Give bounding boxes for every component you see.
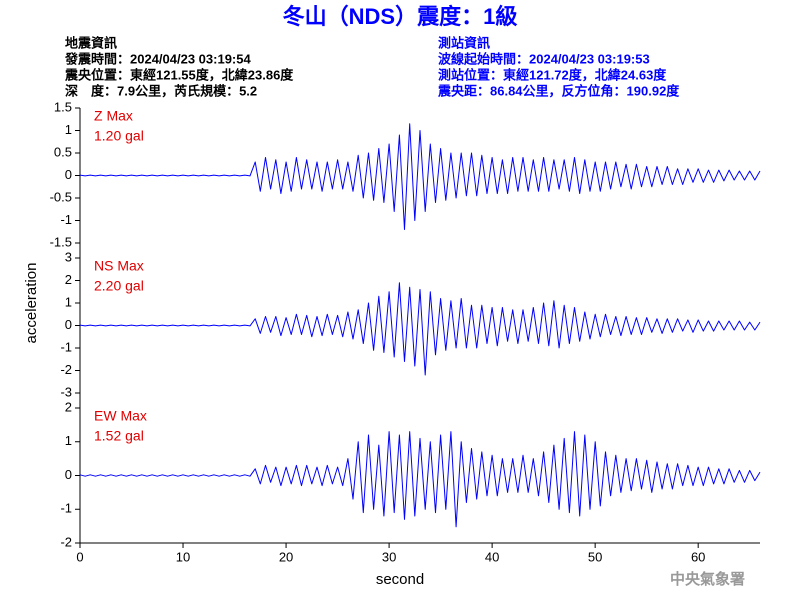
info-left: 地震資訊 (65, 35, 117, 50)
info-right: 測站資訊 (438, 35, 490, 50)
y-tick-label: -2 (60, 362, 72, 377)
y-axis-label: acceleration (23, 263, 40, 344)
y-tick-label: 1.5 (54, 99, 72, 114)
title: 冬山（NDS）震度：1級 (283, 4, 518, 29)
y-tick-label: 2 (65, 272, 72, 287)
y-tick-label: -3 (60, 384, 72, 399)
panel-label: Z Max (94, 108, 133, 124)
y-tick-label: -1 (60, 212, 72, 227)
info-left: 深 度：7.9公里，芮氏規模：5.2 (65, 83, 257, 98)
y-tick-label: -2 (60, 534, 72, 549)
waveform (79, 431, 761, 528)
y-tick-label: 1 (65, 433, 72, 448)
x-tick-label: 30 (382, 549, 396, 564)
y-tick-label: 3 (65, 249, 72, 264)
x-axis-label: second (376, 571, 424, 588)
info-left: 發震時間：2024/04/23 03:19:54 (64, 51, 251, 66)
y-tick-label: 0 (65, 167, 72, 182)
y-tick-label: -1.5 (50, 234, 72, 249)
x-tick-label: 20 (279, 549, 293, 564)
y-tick-label: 0.5 (54, 144, 72, 159)
x-tick-label: 0 (76, 549, 83, 564)
waveform (79, 282, 761, 376)
x-tick-label: 10 (176, 549, 190, 564)
info-right: 震央距：86.84公里，反方位角：190.92度 (437, 83, 680, 98)
x-tick-label: 50 (588, 549, 602, 564)
info-left: 震央位置：東經121.55度，北緯23.86度 (64, 67, 294, 82)
waveform (79, 123, 761, 230)
y-tick-label: 0 (65, 467, 72, 482)
info-right: 波線起始時間：2024/04/23 03:19:53 (438, 51, 650, 66)
x-tick-label: 60 (691, 549, 705, 564)
y-tick-label: -0.5 (50, 189, 72, 204)
info-right: 測站位置：東經121.72度，北緯24.63度 (438, 67, 667, 82)
panel-max: 1.20 gal (94, 128, 144, 144)
y-tick-label: -1 (60, 501, 72, 516)
x-tick-label: 40 (485, 549, 499, 564)
footer: 中央氣象署 (670, 570, 745, 588)
panel-max: 1.52 gal (94, 428, 144, 444)
y-tick-label: 2 (65, 399, 72, 414)
y-tick-label: 0 (65, 317, 72, 332)
y-tick-label: 1 (65, 294, 72, 309)
panel-label: EW Max (94, 408, 147, 424)
panel-label: NS Max (94, 258, 144, 274)
panel-max: 2.20 gal (94, 278, 144, 294)
y-tick-label: -1 (60, 339, 72, 354)
y-tick-label: 1 (65, 122, 72, 137)
